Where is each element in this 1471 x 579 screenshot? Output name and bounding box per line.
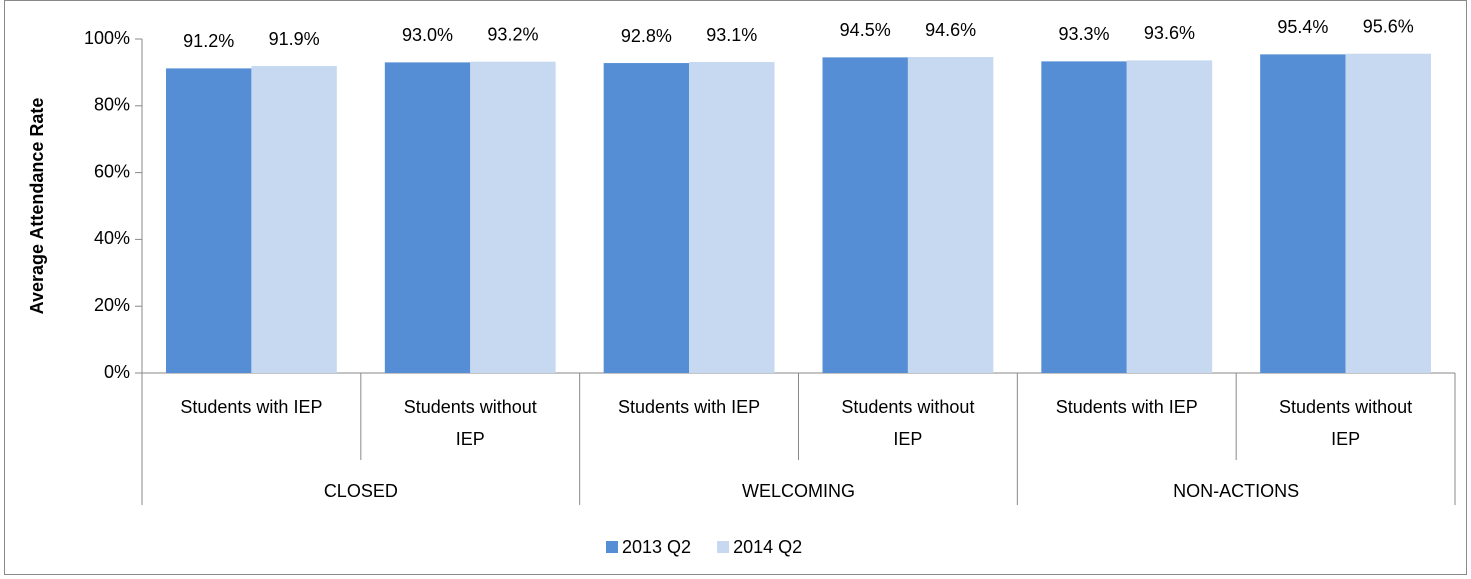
value-label: 94.6% [925, 20, 976, 40]
value-label: 92.8% [621, 26, 672, 46]
bar [603, 63, 690, 373]
x-tick-label: Students with IEP [180, 397, 322, 417]
bar [689, 62, 775, 374]
legend-label: 2013 Q2 [622, 537, 691, 557]
group-label: CLOSED [324, 481, 398, 501]
x-tick-label-line: Students without [1279, 397, 1412, 417]
bar [1260, 54, 1346, 373]
bar [1041, 61, 1127, 374]
bar [822, 57, 908, 374]
y-tick-label: 60% [94, 161, 130, 181]
value-label: 93.1% [706, 25, 757, 45]
y-tick-label: 0% [104, 362, 130, 382]
legend-swatch [606, 541, 618, 553]
value-label: 91.9% [269, 29, 320, 49]
x-tick-label: Students with IEP [1056, 397, 1198, 417]
bar [907, 57, 994, 373]
legend-label: 2014 Q2 [733, 537, 802, 557]
bar [251, 66, 337, 373]
y-axis-label: Average Attendance Rate [27, 98, 47, 315]
x-tick-label: Students without IEP [841, 397, 974, 449]
y-tick-label: 40% [94, 228, 130, 248]
bar [166, 68, 252, 373]
bar [1345, 53, 1431, 374]
value-label: 94.5% [840, 20, 891, 40]
y-tick-label: 80% [94, 95, 130, 115]
y-tick-label: 100% [84, 28, 130, 48]
x-tick-label-line: Students without [404, 397, 537, 417]
value-label: 91.2% [183, 31, 234, 51]
x-tick-label-line: IEP [456, 429, 485, 449]
value-label: 93.2% [487, 24, 538, 44]
value-label: 95.4% [1277, 17, 1328, 37]
bar [1126, 60, 1213, 373]
y-tick-label: 20% [94, 295, 130, 315]
legend-swatch [717, 541, 730, 553]
value-label: 93.6% [1144, 23, 1195, 43]
x-tick-label: Students without IEP [404, 397, 537, 449]
value-label: 95.6% [1363, 16, 1414, 36]
value-label: 93.3% [1059, 24, 1110, 44]
x-tick-label: Students without IEP [1279, 397, 1412, 449]
x-tick-label-line: IEP [1331, 429, 1360, 449]
x-tick-label: Students with IEP [618, 397, 760, 417]
value-label: 93.0% [402, 25, 453, 45]
x-tick-label-line: Students without [841, 397, 974, 417]
bar [470, 61, 556, 373]
x-tick-label-line: IEP [893, 429, 922, 449]
bar [384, 62, 471, 373]
group-label: WELCOMING [742, 481, 855, 501]
group-label: NON-ACTIONS [1173, 481, 1299, 501]
